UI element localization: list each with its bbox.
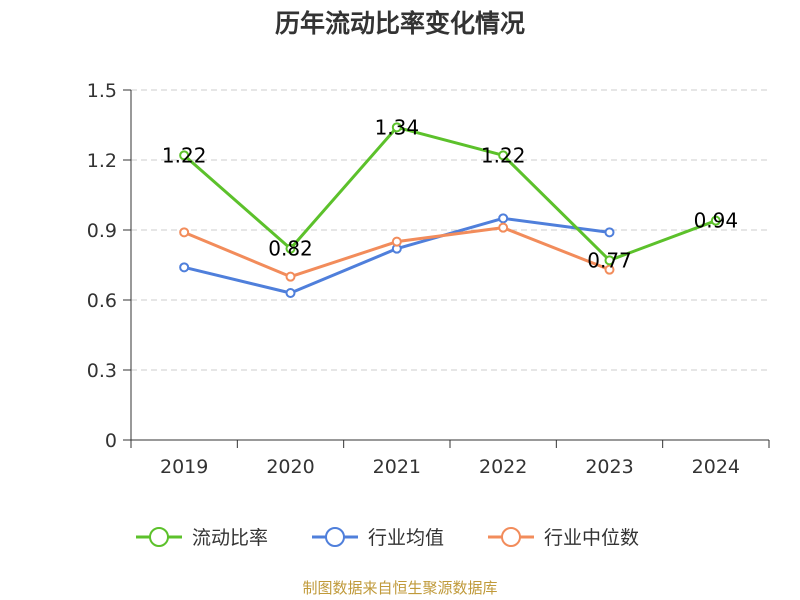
data-point xyxy=(179,150,190,161)
y-tick-label: 1.2 xyxy=(87,150,117,172)
x-tick-label: 2024 xyxy=(692,456,740,478)
source-note: 制图数据来自恒生聚源数据库 xyxy=(302,579,498,597)
data-labels: 1.22 0.82 1.34 1.22 0.77 0.94 xyxy=(162,115,738,272)
legend: 流动比率 行业均值 行业中位数 xyxy=(136,527,639,549)
data-label: 0.94 xyxy=(694,209,739,233)
legend-marker xyxy=(149,527,169,547)
legend-label: 行业中位数 xyxy=(544,527,639,549)
series-line xyxy=(183,125,717,262)
y-tick-label: 1.5 xyxy=(87,80,117,102)
data-point xyxy=(604,264,615,275)
data-label: 0.77 xyxy=(587,248,632,272)
data-point xyxy=(604,255,615,266)
legend-label: 流动比率 xyxy=(192,527,268,549)
data-point xyxy=(179,227,190,238)
data-point xyxy=(179,262,190,273)
data-point xyxy=(498,150,509,161)
y-tick-label: 0 xyxy=(105,430,117,452)
gridlines xyxy=(131,89,769,371)
x-tick-label: 2023 xyxy=(585,456,633,478)
data-point xyxy=(710,215,721,226)
data-point xyxy=(391,122,402,133)
data-point xyxy=(498,222,509,233)
chart-title: 历年流动比率变化情况 xyxy=(274,9,525,38)
x-tick-label: 2022 xyxy=(479,456,527,478)
data-label: 1.22 xyxy=(162,143,207,167)
data-point xyxy=(604,227,615,238)
series-lines xyxy=(179,122,721,298)
x-tick-label: 2019 xyxy=(160,456,208,478)
x-tick-label: 2021 xyxy=(373,456,421,478)
axes: 0 0.3 0.6 0.9 1.2 1.5 2019 2020 2021 2022 2023 2024 xyxy=(87,80,770,478)
data-label: 1.34 xyxy=(375,115,420,139)
legend-marker xyxy=(325,527,345,547)
y-tick-label: 0.6 xyxy=(87,290,117,312)
data-point xyxy=(391,236,402,247)
data-label: 0.82 xyxy=(268,237,313,261)
data-label: 1.22 xyxy=(481,143,526,167)
y-tick-label: 0.3 xyxy=(87,360,117,382)
x-tick-label: 2020 xyxy=(266,456,314,478)
data-point xyxy=(285,243,296,254)
legend-label: 行业均值 xyxy=(368,527,444,549)
data-point xyxy=(498,213,509,224)
data-point xyxy=(285,271,296,282)
legend-marker xyxy=(501,527,521,547)
y-tick-label: 0.9 xyxy=(87,220,117,242)
data-point xyxy=(285,288,296,298)
